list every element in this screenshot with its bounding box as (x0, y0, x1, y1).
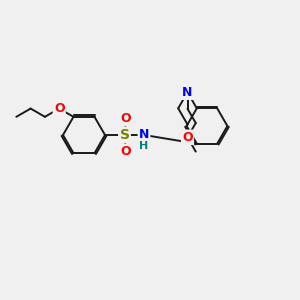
Text: N: N (182, 86, 193, 99)
Text: O: O (121, 145, 131, 158)
Text: O: O (54, 102, 64, 115)
Text: S: S (119, 128, 130, 142)
Text: N: N (139, 128, 149, 142)
Text: O: O (182, 131, 193, 144)
Text: O: O (121, 112, 131, 125)
Text: H: H (140, 141, 148, 152)
